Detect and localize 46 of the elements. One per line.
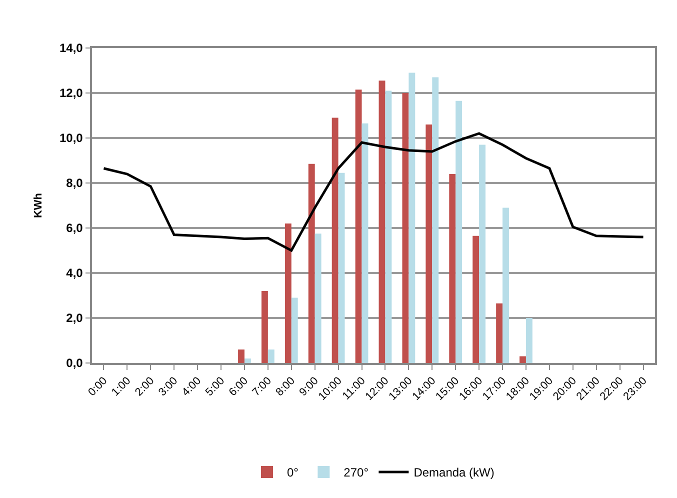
x-tick-label: 5:00 [203, 374, 228, 399]
y-tick-label: 8,0 [66, 176, 84, 190]
y-tick-label: 4,0 [66, 266, 84, 280]
x-tick-label: 4:00 [180, 374, 204, 399]
y-tick-label: 10,0 [59, 131, 84, 146]
bar [308, 164, 315, 363]
bar [244, 358, 251, 363]
bar [268, 350, 274, 363]
bar [362, 123, 368, 363]
bar [402, 93, 409, 363]
bar [449, 174, 456, 363]
y-tick-label: 2,0 [66, 311, 84, 326]
bar [502, 208, 509, 363]
bar [355, 90, 362, 363]
bar [432, 77, 439, 363]
x-tick-label: 7:00 [250, 374, 274, 399]
y-axis-title: KWh [32, 192, 45, 218]
bar [456, 100, 462, 363]
bar [479, 144, 486, 363]
bar [261, 291, 268, 363]
line-series [102, 132, 645, 252]
bar [526, 318, 532, 363]
legend-label: 0° [287, 466, 299, 480]
bar [291, 298, 298, 363]
y-tick-label: 12,0 [59, 86, 84, 100]
bar [338, 172, 345, 363]
bar [426, 124, 432, 363]
y-tick-label: 0,0 [66, 356, 84, 370]
bar [314, 234, 322, 363]
bar [385, 90, 392, 363]
bar [378, 80, 386, 363]
x-tick-label: 8:00 [274, 374, 298, 399]
x-tick-label: 3:00 [156, 374, 180, 399]
bar [408, 72, 416, 363]
x-tick-label: 0:00 [86, 374, 110, 399]
bar [520, 356, 526, 363]
bar [238, 350, 244, 363]
legend-label: 270° [344, 466, 369, 480]
x-tick-label: 6:00 [226, 374, 250, 399]
legend-label: Demanda (kW) [414, 466, 494, 480]
y-tick-label: 6,0 [66, 221, 84, 236]
bar [284, 224, 292, 363]
bar [496, 303, 503, 363]
bar [332, 118, 338, 363]
y-tick-label: 14,0 [59, 41, 84, 56]
bar [472, 236, 480, 363]
